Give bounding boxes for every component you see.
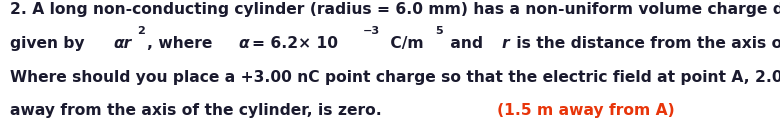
Text: −3: −3 bbox=[363, 26, 381, 36]
Text: C/m: C/m bbox=[385, 36, 424, 51]
Text: α: α bbox=[239, 36, 249, 51]
Text: 5: 5 bbox=[435, 26, 443, 36]
Text: = 6.2× 10: = 6.2× 10 bbox=[252, 36, 338, 51]
Text: αr: αr bbox=[113, 36, 132, 51]
Text: Where should you place a +3.00 nC point charge so that the electric field at poi: Where should you place a +3.00 nC point … bbox=[10, 70, 780, 85]
Text: (1.5 m away from A): (1.5 m away from A) bbox=[497, 103, 675, 118]
Text: and: and bbox=[445, 36, 488, 51]
Text: 2: 2 bbox=[137, 26, 145, 36]
Text: r: r bbox=[501, 36, 509, 51]
Text: given by: given by bbox=[10, 36, 90, 51]
Text: away from the axis of the cylinder, is zero.: away from the axis of the cylinder, is z… bbox=[10, 103, 387, 118]
Text: is the distance from the axis of the cylinder.: is the distance from the axis of the cyl… bbox=[511, 36, 780, 51]
Text: 2. A long non-conducting cylinder (radius = 6.0 mm) has a non-uniform volume cha: 2. A long non-conducting cylinder (radiu… bbox=[10, 2, 780, 17]
Text: , where: , where bbox=[147, 36, 218, 51]
